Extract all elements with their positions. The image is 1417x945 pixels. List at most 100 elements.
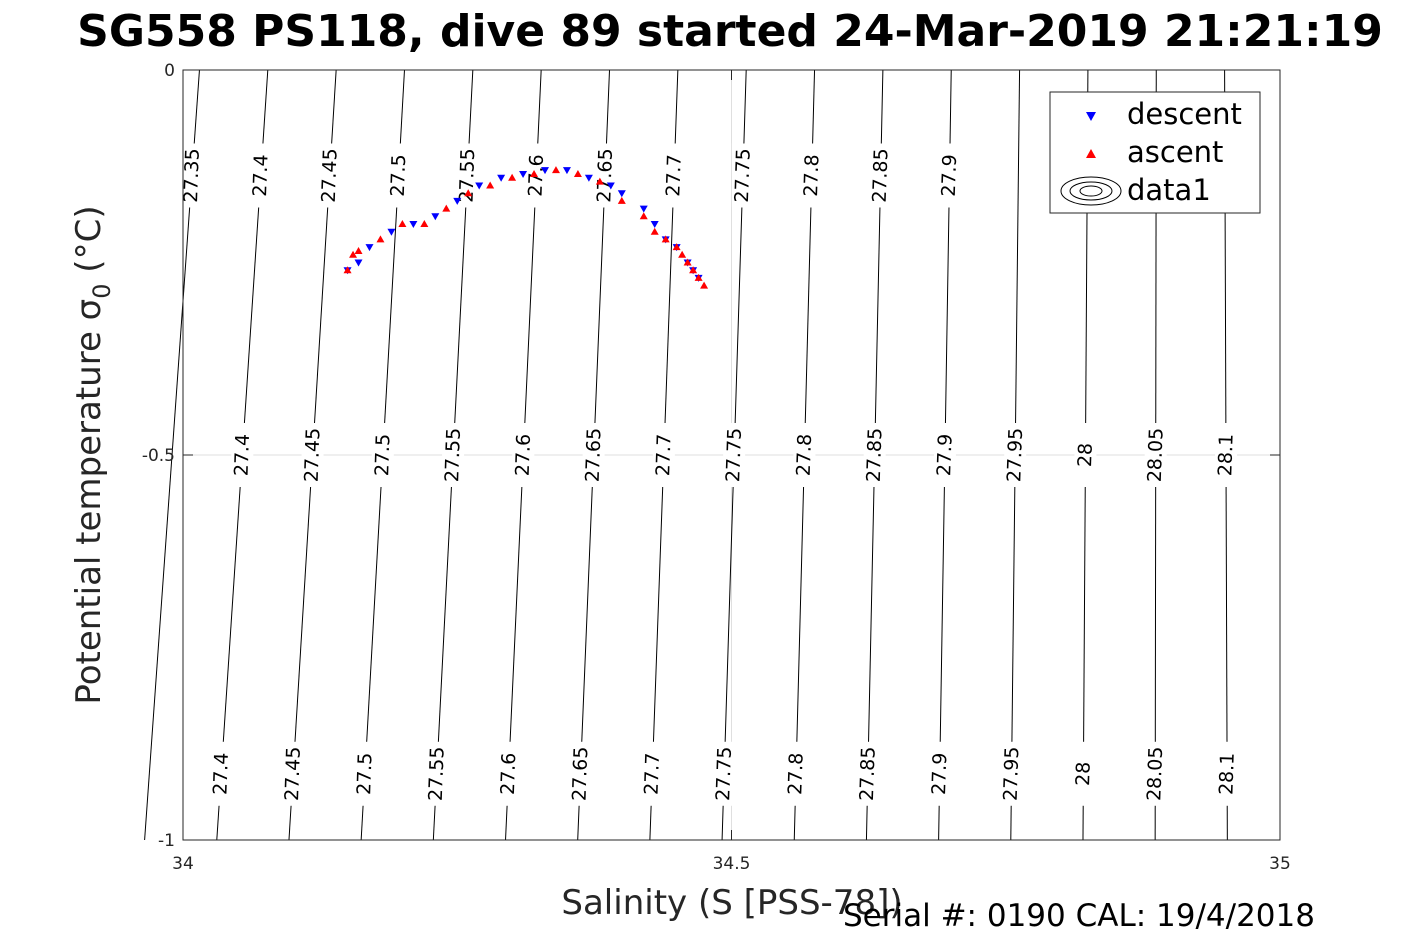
- axis-ticks: 34 34.5 35 0 -0.5 -1: [142, 61, 1291, 874]
- contour-label-middle: 27.5: [371, 433, 394, 476]
- contour-label-bg: [497, 741, 520, 806]
- contour-label-top: 27.9: [938, 154, 961, 197]
- legend-data1-label: data1: [1127, 173, 1211, 207]
- descent-point: [354, 259, 363, 267]
- ascent-point: [508, 173, 517, 181]
- contour-label-bg: [652, 423, 675, 487]
- contour-label-bg: [1000, 741, 1023, 806]
- ascent-point: [349, 250, 358, 258]
- ascent-point: [354, 246, 363, 254]
- contour-label-top: 27.65: [593, 148, 617, 203]
- contour-label-bg: [353, 741, 376, 806]
- descent-point: [541, 167, 550, 175]
- contour-label-middle: 27.8: [793, 433, 816, 476]
- ascent-point: [689, 266, 698, 274]
- descent-point: [387, 228, 396, 236]
- contour-label-bg: [1072, 741, 1095, 806]
- contour-label-bg: [1144, 423, 1167, 487]
- contour-label-bg: [863, 423, 886, 487]
- legend-ascent-label: ascent: [1127, 135, 1223, 169]
- contour-label-bg: [784, 741, 807, 806]
- ascent-point: [683, 258, 692, 266]
- contour-label-bottom: 28.1: [1215, 752, 1238, 795]
- ascent-point: [661, 235, 670, 243]
- contour-label-bg: [231, 423, 254, 487]
- contour-label-middle: 27.9: [933, 433, 956, 476]
- descent-point: [365, 244, 374, 252]
- contour-label-bg: [663, 143, 686, 208]
- contour-label-middle: 27.65: [582, 427, 606, 482]
- ascent-point: [678, 250, 687, 258]
- legend-descent-marker: [1086, 112, 1096, 121]
- contour-label-bg: [869, 143, 892, 208]
- descent-point: [497, 174, 506, 182]
- x-tick-label: 35: [1269, 854, 1291, 874]
- contour-label-middle: 27.45: [301, 427, 325, 482]
- contour-label-bottom: 28: [1072, 761, 1095, 786]
- contour-label-middle: 27.4: [231, 433, 254, 476]
- contour-label-bottom: 27.65: [568, 746, 592, 801]
- descent-point: [606, 182, 615, 190]
- y-tick-label: -1: [158, 831, 175, 851]
- descent-point: [584, 174, 593, 182]
- contour-label-bg: [856, 741, 879, 806]
- ascent-point: [442, 204, 451, 212]
- ascent-point: [700, 281, 709, 289]
- ascent-series: [343, 166, 709, 289]
- ascent-point: [464, 189, 473, 197]
- ascent-point: [639, 212, 648, 220]
- contour-label-bg: [425, 741, 448, 806]
- contour-label-bottom: 27.55: [425, 746, 449, 801]
- serial-cal-note: Serial #: 0190 CAL: 19/4/2018: [843, 898, 1315, 934]
- contour-label-bg: [387, 143, 410, 208]
- contour-label-middle: 27.85: [863, 427, 887, 482]
- y-tick-label: 0: [164, 61, 175, 81]
- descent-point: [519, 170, 528, 178]
- ascent-point: [551, 166, 560, 174]
- contour-label-top: 27.8: [800, 154, 823, 197]
- contour-label-bg: [928, 741, 951, 806]
- legend-contour-icon: [1060, 176, 1122, 206]
- contour-label-bg: [442, 423, 465, 487]
- ascent-point: [343, 266, 352, 274]
- contour-label-bg: [1004, 423, 1027, 487]
- contour-label-top: 27.4: [249, 154, 272, 197]
- contour-label-bottom: 27.9: [928, 752, 951, 795]
- contour-label-bg: [933, 423, 956, 487]
- contour-label-middle: 27.55: [441, 427, 465, 482]
- contour-label-middle: 27.7: [652, 433, 675, 476]
- contour-label-top: 27.85: [869, 148, 893, 203]
- x-axis-label: Salinity (S [PSS-78]): [561, 883, 902, 923]
- contour-label-bg: [800, 143, 823, 208]
- contour-label-bottom: 27.5: [353, 752, 376, 795]
- descent-point: [409, 221, 418, 228]
- contour-label-bg: [371, 423, 394, 487]
- ascent-point: [595, 177, 604, 185]
- contour-label-bottom: 27.6: [497, 752, 520, 795]
- contour-label-top: 27.75: [731, 148, 755, 203]
- contour-label-bg: [569, 741, 592, 806]
- legend-descent-label: descent: [1127, 97, 1242, 131]
- contour-label-bottom: 27.45: [281, 746, 305, 801]
- contour-label-bottom: 27.8: [784, 752, 807, 795]
- y-axis-label-subscript: 0: [88, 283, 116, 298]
- contour-label-middle: 27.6: [512, 433, 535, 476]
- ascent-point: [420, 220, 429, 227]
- contour-label-middle: 28: [1074, 443, 1097, 468]
- contour-label-top: 27.7: [662, 154, 685, 197]
- contour-label-middle: 27.95: [1003, 427, 1027, 482]
- contour-label-bg: [723, 423, 746, 487]
- contour-label-bg: [582, 423, 605, 487]
- contour-label-top: 27.35: [180, 148, 204, 203]
- ascent-point: [650, 227, 659, 235]
- contour-label-bottom: 27.85: [856, 746, 880, 801]
- contour-label-bottom: 27.95: [1000, 746, 1024, 801]
- descent-point: [431, 213, 440, 221]
- contour-label-bg: [180, 143, 203, 208]
- ascent-point: [398, 220, 407, 227]
- contour-label-top: 27.5: [387, 154, 410, 197]
- contour-label-bg: [938, 143, 961, 208]
- descent-point: [650, 221, 659, 228]
- contour-label-bg: [713, 741, 736, 806]
